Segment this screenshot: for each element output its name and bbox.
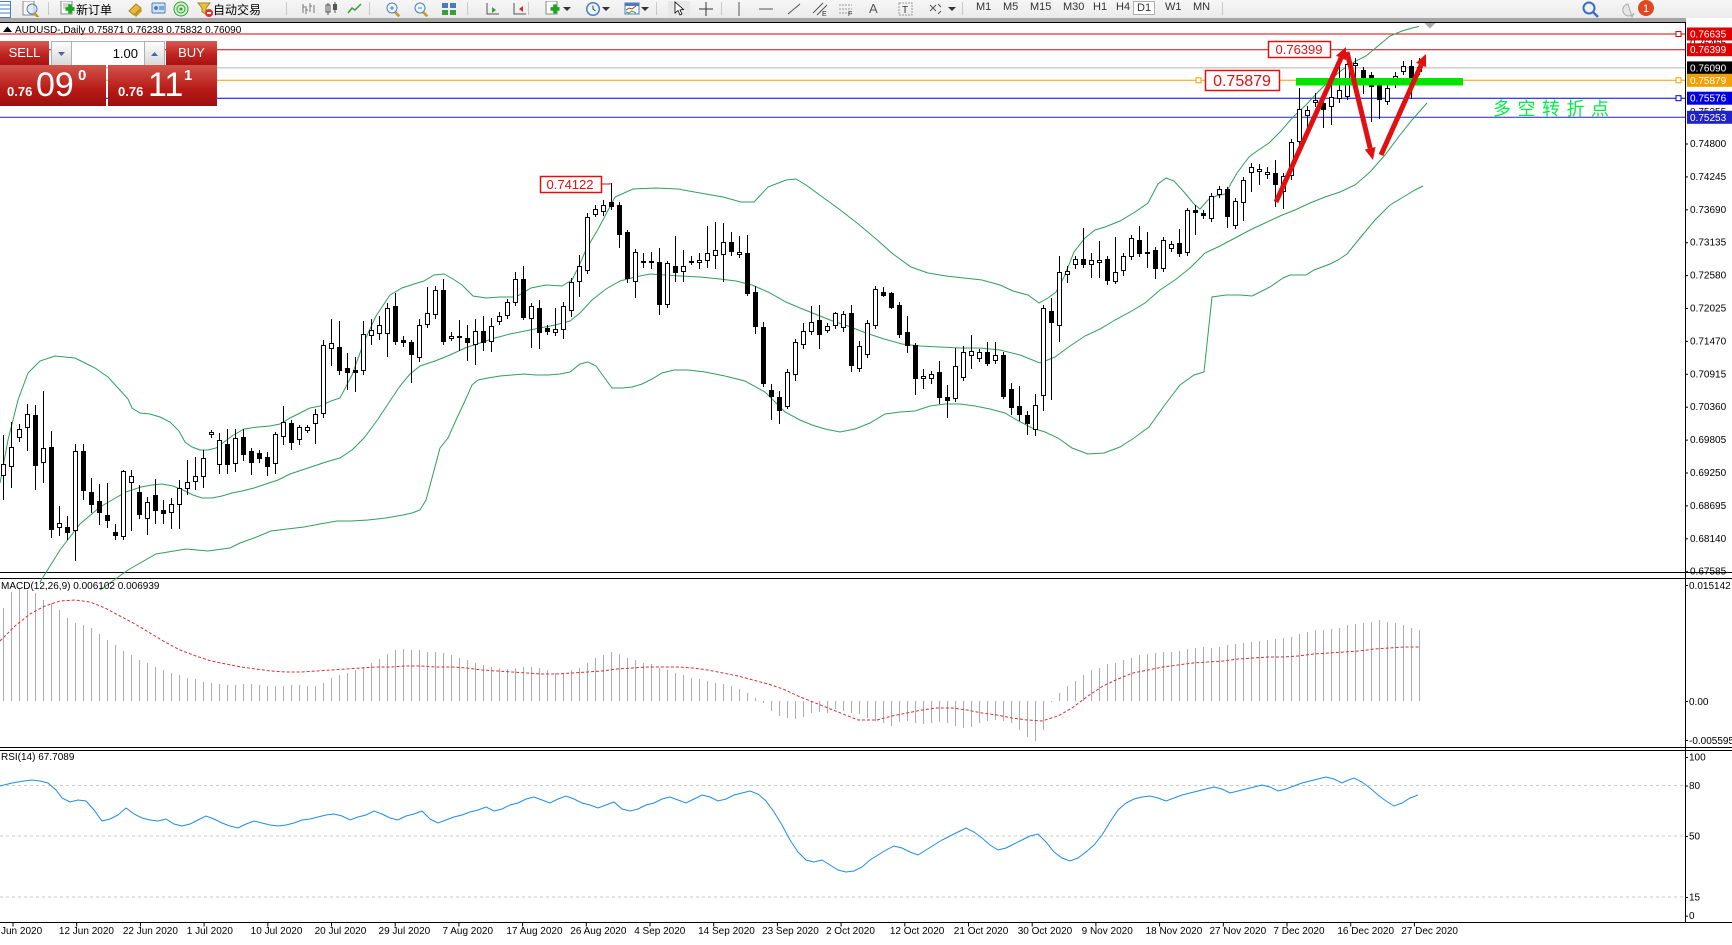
svg-text:0.76399: 0.76399 (1690, 45, 1727, 56)
svg-text:20 Jul 2020: 20 Jul 2020 (315, 926, 367, 937)
svg-text:29 Jul 2020: 29 Jul 2020 (379, 926, 431, 937)
svg-text:0: 0 (1689, 911, 1695, 922)
svg-text:4 Sep 2020: 4 Sep 2020 (634, 926, 686, 937)
svg-text:0.76090: 0.76090 (1690, 63, 1727, 74)
svg-text:10 Jul 2020: 10 Jul 2020 (251, 926, 303, 937)
svg-text:0.67585: 0.67585 (1690, 567, 1727, 578)
svg-text:2 Oct 2020: 2 Oct 2020 (826, 926, 875, 937)
svg-text:100: 100 (1689, 753, 1706, 764)
svg-text:1 Jul 2020: 1 Jul 2020 (187, 926, 234, 937)
svg-text:T: T (902, 5, 908, 16)
svg-text:0.68140: 0.68140 (1690, 534, 1727, 545)
svg-text:0.71470: 0.71470 (1690, 336, 1727, 347)
svg-text:0.73690: 0.73690 (1690, 205, 1727, 216)
svg-text:E: E (822, 11, 827, 17)
svg-text:27 Nov 2020: 27 Nov 2020 (1209, 926, 1266, 937)
svg-text:F: F (848, 11, 852, 17)
svg-text:17 Aug 2020: 17 Aug 2020 (506, 926, 563, 937)
svg-text:80: 80 (1689, 781, 1701, 792)
svg-text:0.72580: 0.72580 (1690, 271, 1727, 282)
svg-text:0.69250: 0.69250 (1690, 468, 1727, 479)
svg-text:Jun 2020: Jun 2020 (1, 926, 43, 937)
svg-text:1: 1 (1643, 3, 1649, 15)
svg-text:0.72025: 0.72025 (1690, 304, 1727, 315)
svg-text:0.74122: 0.74122 (547, 177, 594, 192)
svg-text:27 Dec 2020: 27 Dec 2020 (1401, 926, 1458, 937)
svg-text:7 Aug 2020: 7 Aug 2020 (442, 926, 493, 937)
svg-text:18 Nov 2020: 18 Nov 2020 (1146, 926, 1203, 937)
svg-text:0.74800: 0.74800 (1690, 139, 1727, 150)
svg-text:23 Sep 2020: 23 Sep 2020 (762, 926, 819, 937)
svg-text:0.015142: 0.015142 (1689, 581, 1731, 592)
svg-text:9 Nov 2020: 9 Nov 2020 (1082, 926, 1134, 937)
svg-text:14 Sep 2020: 14 Sep 2020 (698, 926, 755, 937)
svg-text:0.69805: 0.69805 (1690, 435, 1727, 446)
svg-text:0.74245: 0.74245 (1690, 172, 1727, 183)
svg-text:0.73135: 0.73135 (1690, 238, 1727, 249)
svg-text:0.76635: 0.76635 (1690, 30, 1727, 41)
svg-text:16 Dec 2020: 16 Dec 2020 (1337, 926, 1394, 937)
svg-text:多空转折点: 多空转折点 (1493, 99, 1616, 119)
svg-text:0.76399: 0.76399 (1276, 42, 1323, 57)
svg-text:0.70915: 0.70915 (1690, 369, 1727, 380)
svg-text:AUDUSD-,Daily 0.75871 0.76238: AUDUSD-,Daily 0.75871 0.76238 0.75832 0.… (15, 25, 242, 36)
svg-text:RSI(14) 67.7089: RSI(14) 67.7089 (1, 752, 75, 763)
svg-text:-0.005595: -0.005595 (1689, 736, 1732, 747)
svg-text:0.68695: 0.68695 (1690, 501, 1727, 512)
svg-text:12 Oct 2020: 12 Oct 2020 (890, 926, 945, 937)
svg-text:0.75879: 0.75879 (1213, 73, 1271, 90)
svg-text:0.00: 0.00 (1689, 697, 1709, 708)
svg-text:0.70360: 0.70360 (1690, 402, 1727, 413)
svg-text:22 Jun 2020: 22 Jun 2020 (123, 926, 178, 937)
svg-text:0.75253: 0.75253 (1690, 113, 1727, 124)
svg-text:30 Oct 2020: 30 Oct 2020 (1018, 926, 1073, 937)
svg-text:21 Oct 2020: 21 Oct 2020 (954, 926, 1009, 937)
svg-text:0.75576: 0.75576 (1690, 94, 1727, 105)
svg-text:12 Jun 2020: 12 Jun 2020 (59, 926, 114, 937)
svg-text:15: 15 (1689, 893, 1701, 904)
svg-text:MACD(12,26,9) 0.006102 0.00693: MACD(12,26,9) 0.006102 0.006939 (1, 581, 160, 592)
svg-text:7 Dec 2020: 7 Dec 2020 (1273, 926, 1325, 937)
svg-text:0.75879: 0.75879 (1690, 76, 1727, 87)
svg-text:26 Aug 2020: 26 Aug 2020 (570, 926, 627, 937)
svg-text:50: 50 (1689, 832, 1701, 843)
